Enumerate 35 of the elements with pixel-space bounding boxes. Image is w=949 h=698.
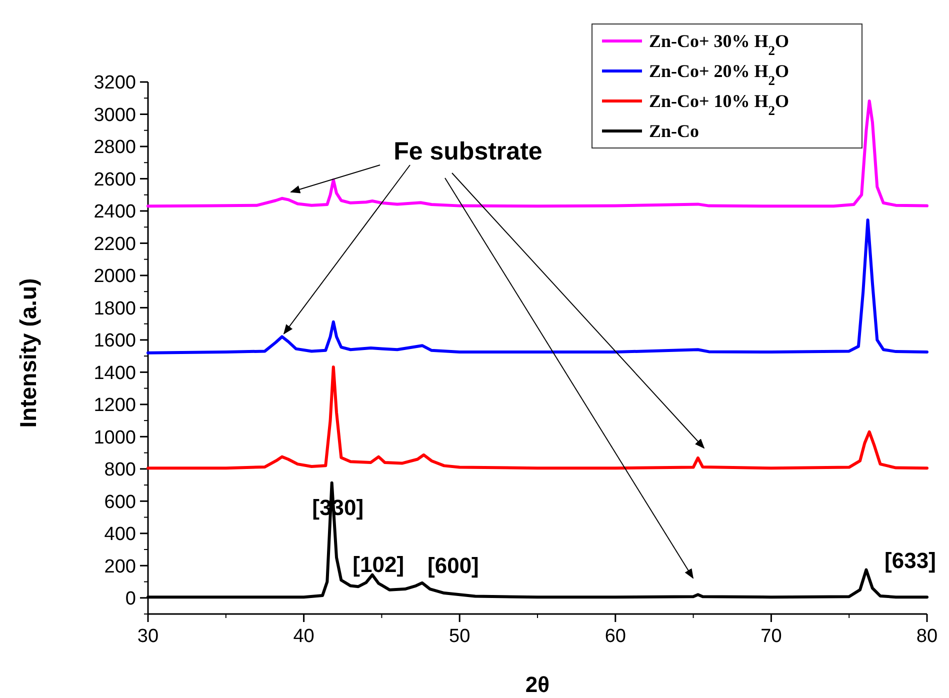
y-tick-label: 2600 bbox=[94, 169, 136, 190]
legend-label: Zn-Co+ 10% H$_{2}$O bbox=[649, 91, 790, 118]
y-tick-label: 0 bbox=[125, 588, 136, 610]
legend-label: Zn-Co+ 30% H$_{2}$O bbox=[649, 31, 790, 58]
x-axis-title: 2θ bbox=[525, 672, 550, 697]
y-tick-label: 400 bbox=[104, 524, 136, 546]
y-tick-label: 2200 bbox=[94, 234, 136, 255]
y-tick-label: 2400 bbox=[94, 202, 136, 223]
y-tick-label: 1200 bbox=[94, 395, 136, 416]
y-tick-label: 3000 bbox=[94, 104, 136, 126]
line-series bbox=[146, 366, 928, 470]
y-tick-label: 3200 bbox=[94, 72, 136, 94]
y-tick-label: 1800 bbox=[94, 298, 136, 320]
line-series bbox=[146, 218, 928, 354]
annotation: [633] bbox=[884, 548, 936, 573]
x-tick-label: 80 bbox=[916, 626, 938, 647]
annotation: Fe substrate bbox=[394, 138, 542, 166]
y-tick-label: 2000 bbox=[94, 266, 136, 288]
y-tick-label: 1000 bbox=[94, 427, 136, 448]
y-tick-label: 2800 bbox=[94, 137, 136, 158]
annotation: [102] bbox=[352, 552, 404, 577]
y-tick-label: 200 bbox=[104, 556, 136, 578]
annotation: [600] bbox=[428, 552, 479, 578]
x-tick-label: 40 bbox=[293, 626, 314, 647]
legend-label: Zn-Co bbox=[649, 121, 700, 141]
y-axis-title: Intensity (a.u) bbox=[15, 278, 41, 428]
y-tick-label: 1400 bbox=[94, 362, 136, 384]
y-tick-label: 600 bbox=[104, 492, 136, 513]
legend-label: Zn-Co+ 20% H$_{2}$O bbox=[649, 61, 790, 88]
x-tick-label: 60 bbox=[604, 626, 626, 647]
y-tick-label: 800 bbox=[104, 460, 136, 481]
y-tick-label: 1600 bbox=[94, 330, 136, 352]
x-tick-label: 30 bbox=[137, 626, 159, 647]
x-tick-label: 70 bbox=[760, 626, 782, 647]
x-tick-label: 50 bbox=[449, 626, 470, 647]
